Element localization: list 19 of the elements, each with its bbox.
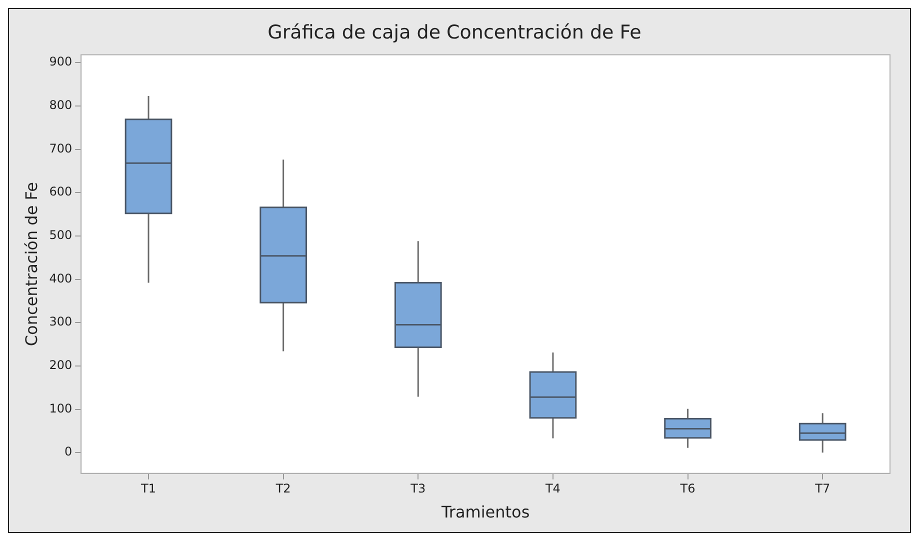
y-axis-title: Concentración de Fe — [22, 182, 41, 346]
y-tick-label: 0 — [64, 444, 72, 459]
x-tick-label: T2 — [274, 482, 291, 496]
y-tick-label: 400 — [49, 271, 72, 286]
y-tick-label: 100 — [49, 401, 72, 416]
y-tick-label: 700 — [49, 141, 72, 156]
x-axis-title: Tramientos — [440, 502, 530, 522]
x-tick-label: T3 — [410, 482, 426, 496]
y-tick-label: 800 — [49, 98, 72, 112]
x-tick-label: T4 — [544, 482, 560, 496]
y-tick-label: 500 — [49, 228, 72, 242]
y-tick-label: 600 — [49, 184, 72, 199]
x-tick-label: T7 — [814, 482, 830, 496]
x-tick-label: T6 — [679, 482, 696, 496]
y-tick-label: 900 — [49, 54, 72, 69]
y-tick-label: 200 — [49, 358, 72, 372]
chart-title: Gráfica de caja de Concentración de Fe — [268, 21, 642, 44]
y-tick-label: 300 — [49, 314, 72, 329]
x-tick-label: T1 — [140, 482, 156, 496]
